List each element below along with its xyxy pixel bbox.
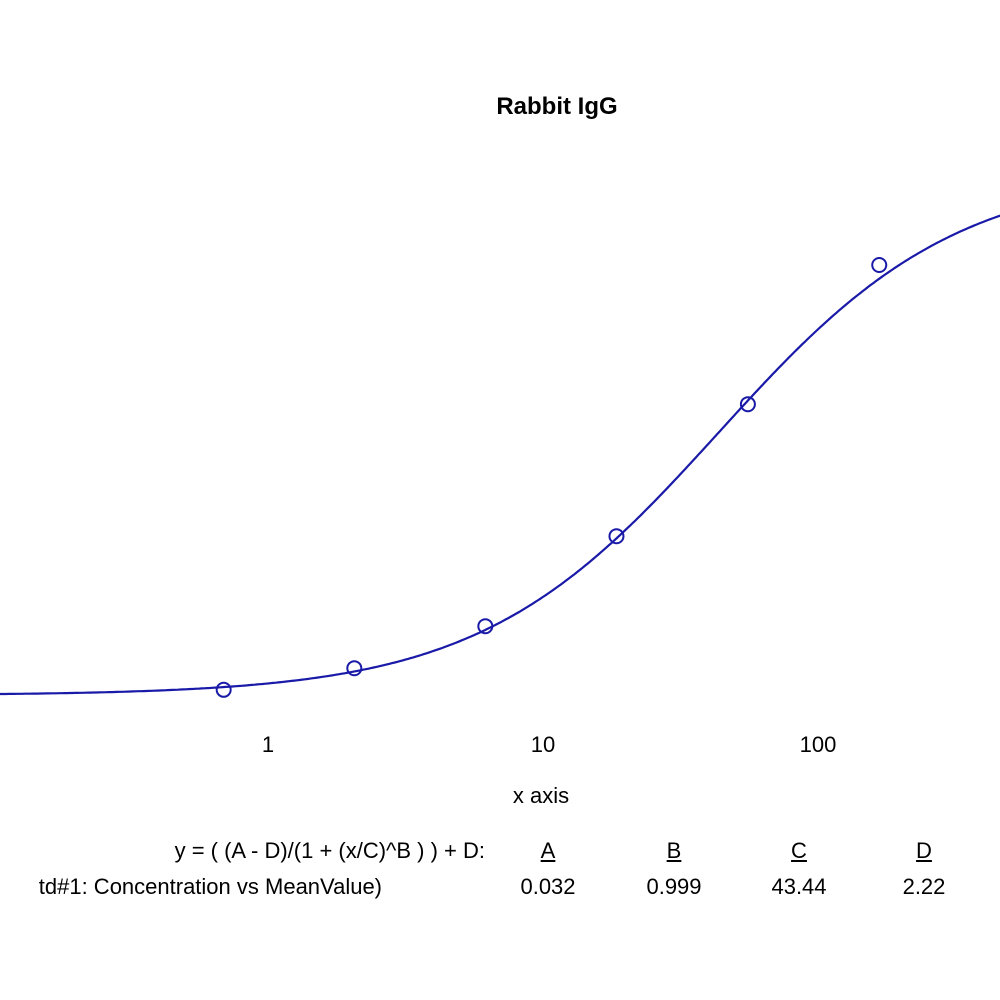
param-a-value: 0.032 [520,874,576,899]
x-axis-label: x axis [513,783,569,808]
data-points [215,257,888,698]
data-point [477,618,494,635]
data-point [608,528,625,545]
param-b-value: 0.999 [646,874,702,899]
data-point [871,257,888,273]
fit-equation: y = ( (A - D)/(1 + (x/C)^B ) ) + D: [174,838,485,863]
data-point [346,660,363,677]
x-tick-label: 100 [800,732,837,757]
data-point [739,396,756,413]
param-d-header: D [916,838,932,863]
fit-curve [0,214,1000,696]
param-c-value: 43.44 [771,874,827,899]
x-tick-label: 1 [262,732,274,757]
x-tick-labels: 1110100 [262,732,837,757]
curve-label: td#1: Concentration vs MeanValue) [38,874,382,899]
param-a-header: A [540,838,556,863]
x-tick-label: 10 [531,732,555,757]
param-c-header: C [791,838,807,863]
data-point [215,681,232,698]
chart-title: Rabbit IgG [496,93,617,120]
param-d-value: 2.22 [902,874,946,899]
param-b-header: B [666,838,682,863]
